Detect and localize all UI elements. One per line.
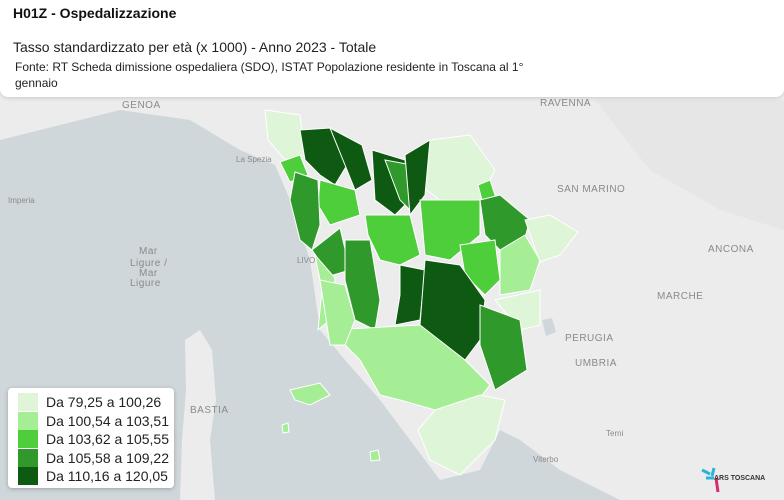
legend-item: Da 110,16 a 120,05 — [18, 467, 168, 485]
region — [479, 304, 528, 391]
legend-swatch — [18, 430, 38, 448]
region — [319, 279, 356, 346]
legend: Da 79,25 a 100,26 Da 100,54 a 103,51 Da 10… — [8, 388, 174, 488]
legend-swatch — [18, 393, 38, 411]
map-label: Terni — [606, 429, 624, 438]
legend-swatch — [18, 467, 38, 485]
title: H01Z - Ospedalizzazione — [13, 5, 177, 21]
map-label: La Spezia — [236, 155, 272, 164]
map-label: Ligure — [130, 278, 161, 289]
map-label: Mar — [139, 246, 158, 257]
source: Fonte: RT Scheda dimissione ospedaliera … — [15, 60, 524, 90]
map-label: MARCHE — [657, 291, 703, 302]
legend-label: Da 100,54 a 103,51 — [46, 412, 169, 429]
map-label: GENOA — [122, 100, 161, 111]
map-label: ANCONA — [708, 244, 754, 255]
legend-item: Da 100,54 a 103,51 — [18, 411, 169, 430]
region — [394, 264, 426, 326]
region — [524, 214, 579, 263]
regions — [264, 109, 579, 476]
map-label: BASTIA — [190, 405, 229, 416]
region — [417, 394, 506, 476]
logo-icon — [701, 467, 720, 493]
region — [281, 422, 290, 434]
legend-label: Da 79,25 a 100,26 — [46, 394, 162, 410]
logo: ARS TOSCANA — [700, 464, 780, 494]
legend-label: Da 103,62 a 105,55 — [46, 431, 169, 447]
legend-item: Da 105,58 a 109,22 — [18, 448, 169, 467]
region — [369, 449, 381, 462]
map-label: RAVENNA — [540, 98, 591, 109]
legend-label: Da 105,58 a 109,22 — [46, 449, 169, 466]
legend-item: Da 79,25 a 100,26 — [18, 393, 161, 411]
map-label: Imperia — [8, 196, 35, 205]
legend-swatch — [18, 411, 38, 430]
map-label: Mar — [139, 268, 158, 279]
header: H01Z - Ospedalizzazione Tasso standardiz… — [0, 0, 784, 97]
map-label: PERUGIA — [565, 333, 614, 344]
corsica — [180, 330, 216, 500]
map-label: LIVO — [297, 256, 315, 265]
region — [329, 126, 373, 191]
land-shade — [595, 100, 784, 230]
legend-swatch — [18, 448, 38, 467]
region — [289, 382, 331, 406]
region — [499, 234, 541, 296]
map-label: Viterbo — [533, 455, 559, 464]
logo-text: ARS TOSCANA — [714, 475, 766, 482]
region — [404, 139, 431, 217]
lake — [542, 318, 556, 336]
legend-item: Da 103,62 a 105,55 — [18, 430, 169, 448]
map-label: Ligure / — [130, 258, 167, 269]
map-label: SAN MARINO — [557, 184, 625, 195]
subtitle: Tasso standardizzato per età (x 1000) - … — [13, 39, 377, 55]
legend-label: Da 110,16 a 120,05 — [46, 468, 168, 484]
map-label: UMBRIA — [575, 358, 617, 369]
